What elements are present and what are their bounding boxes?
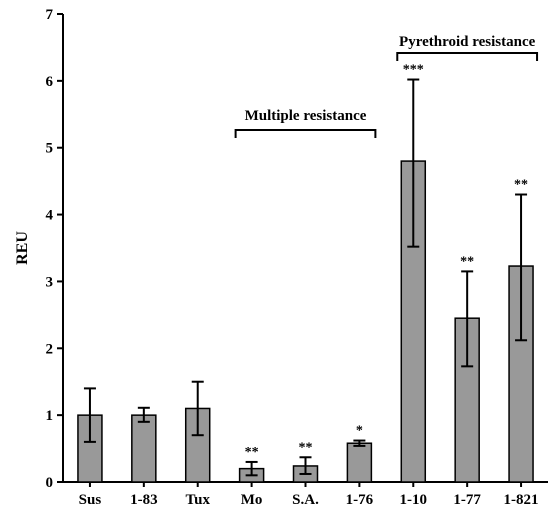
y-tick-label: 6 <box>46 74 54 90</box>
significance-marker: *** <box>403 63 424 78</box>
y-tick-label: 2 <box>46 341 54 357</box>
significance-marker: ** <box>514 178 528 193</box>
bars <box>77 160 534 483</box>
significance-marker: * <box>356 424 363 439</box>
y-tick-label: 0 <box>46 475 54 491</box>
significance-marker: ** <box>460 254 474 269</box>
y-tick-label: 7 <box>46 7 54 23</box>
group-bracket <box>396 52 539 61</box>
y-axis-label: REU <box>14 231 31 265</box>
bar <box>131 414 157 483</box>
y-tick-label: 3 <box>46 274 54 290</box>
group-brackets: Multiple resistance Pyrethroid resistance <box>234 34 539 138</box>
group-label: Pyrethroid resistance <box>399 34 536 50</box>
x-tick-label: 1-83 <box>130 492 158 508</box>
x-tick-label: 1-76 <box>346 492 374 508</box>
bar <box>346 442 373 483</box>
x-tick-label: Tux <box>185 492 210 508</box>
y-tick-label: 5 <box>46 141 54 157</box>
x-tick-label: 1-77 <box>453 492 481 508</box>
group-label: Multiple resistance <box>245 108 367 124</box>
x-tick-label: 1-821 <box>504 492 539 508</box>
x-tick-labels: Sus 1-83 Tux Mo S.A. 1-76 1-10 1-77 1-821 <box>79 492 539 508</box>
significance-marker: ** <box>299 440 313 455</box>
x-tick-label: S.A. <box>292 492 319 508</box>
y-tick-label: 1 <box>46 408 54 424</box>
significance-markers: ** ********** <box>245 63 528 460</box>
significance-marker: ** <box>245 445 259 460</box>
error-bars <box>83 78 528 477</box>
group-bracket <box>234 129 377 138</box>
x-tick-label: Sus <box>79 492 102 508</box>
y-tick-labels: 0 1 2 3 4 5 6 7 <box>46 7 54 491</box>
x-tick-label: 1-10 <box>400 492 428 508</box>
y-tick-label: 4 <box>46 208 54 224</box>
x-tick-label: Mo <box>241 492 263 508</box>
